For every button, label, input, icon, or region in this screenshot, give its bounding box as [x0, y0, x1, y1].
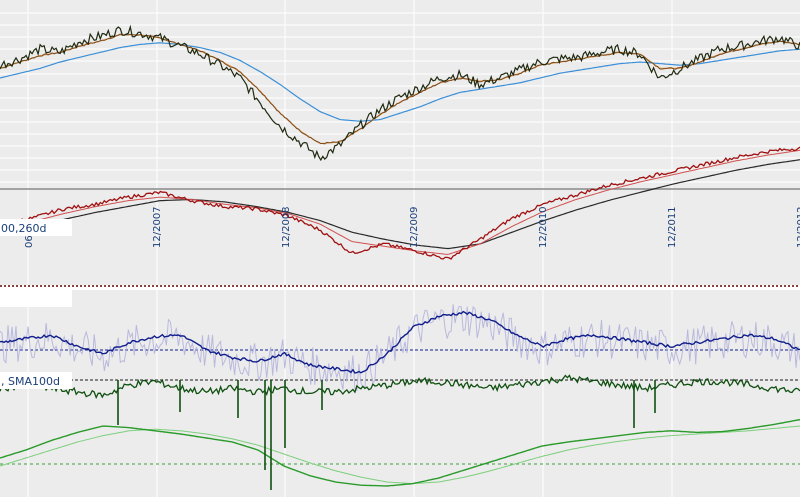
oscillator-green-line — [0, 418, 800, 487]
rs-main-line — [0, 146, 800, 260]
price-line — [0, 24, 800, 162]
oscillator-panel-label: , SMA100d — [1, 375, 60, 388]
rs-sma-slow-line — [0, 159, 800, 250]
oscillator-label-box — [0, 372, 72, 389]
x-tick-labels: 06 12/2007 12/2008 12/2009 12/2010 12/2011 12/… — [24, 206, 800, 248]
x-tick-label: 12/2009 — [409, 206, 420, 248]
series-layer — [0, 24, 800, 490]
x-tick-label: 12/2012 — [796, 206, 800, 248]
x-tick-label: 12/2010 — [538, 206, 549, 248]
rs-label-box — [0, 219, 72, 236]
sma-mid-line — [0, 33, 800, 145]
oscillator-dark-green-line — [0, 374, 800, 400]
oscillator-light-green-line — [0, 425, 800, 485]
rs-sma-fast-line — [0, 149, 800, 255]
x-tick-label: 06 — [24, 235, 35, 248]
oscillator-fast-line — [0, 304, 800, 392]
upper-oscillator-label-box — [0, 290, 72, 307]
oscillator-slow-line — [0, 310, 800, 374]
x-tick-label: 12/2011 — [667, 206, 678, 248]
upper-panel-background — [0, 0, 800, 285]
x-tick-label: 12/2008 — [281, 206, 292, 248]
sma-long-line — [0, 42, 800, 122]
x-tick-label: 12/2007 — [152, 206, 163, 248]
lower-panel-background — [0, 290, 800, 497]
rs-panel-label: 00,260d — [1, 222, 46, 235]
